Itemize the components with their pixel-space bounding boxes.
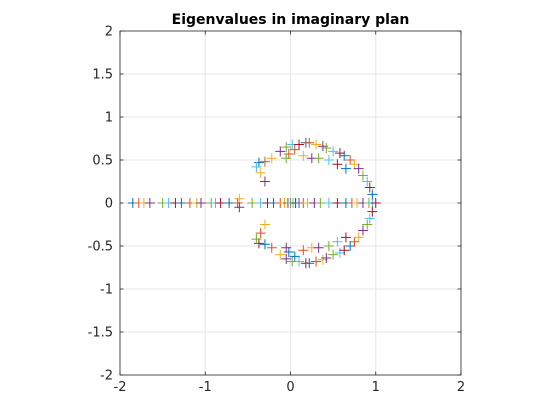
eigenvalue-point [259, 239, 270, 250]
chart-title: Eigenvalues in imaginary plan [172, 12, 410, 28]
y-tick-label: 0.5 [92, 154, 113, 169]
eigenvalue-point [313, 153, 324, 164]
eigenvalue-point [176, 198, 187, 208]
eigenvalue-point [259, 176, 270, 187]
eigenvalue-point [283, 247, 294, 258]
eigenvalue-point [281, 142, 292, 153]
x-tick-labels: -2 -1 0 1 2 [114, 380, 466, 395]
eigenvalue-point [304, 258, 315, 269]
y-tick-label: -2 [100, 369, 113, 384]
eigenvalue-point [255, 228, 266, 239]
eigenvalue-point [353, 163, 364, 174]
y-tick-label: -1 [100, 283, 113, 298]
eigenvalue-point [334, 148, 345, 159]
eigenvalue-point [311, 139, 322, 150]
eigenvalue-point [328, 146, 339, 157]
eigenvalue-point [294, 256, 305, 267]
eigenvalue-point [367, 206, 378, 217]
eigenvalue-point [289, 144, 300, 155]
eigenvalue-point [259, 156, 270, 167]
eigenvalue-point [332, 236, 343, 247]
eigenvalue-point [266, 242, 277, 253]
eigenvalue-point [281, 253, 292, 264]
eigenvalue-point [259, 219, 270, 230]
eigenvalue-point [144, 198, 155, 208]
eigenvalue-point [311, 256, 322, 267]
eigenvalue-point [364, 182, 375, 193]
eigenvalue-point [275, 146, 286, 157]
eigenvalue-point [353, 232, 364, 243]
eigenvalue-point [345, 155, 356, 165]
eigenvalue-point [251, 234, 262, 245]
y-tick-label: 1.5 [92, 68, 113, 83]
y-tick-label: -1.5 [88, 326, 113, 341]
x-tick-label: 0 [286, 380, 294, 395]
eigenvalue-point [247, 198, 258, 208]
tick-marks [119, 30, 462, 376]
eigenvalue-point [332, 198, 343, 208]
x-tick-label: -2 [114, 380, 127, 395]
y-tick-label: 1 [105, 111, 113, 126]
eigenvalue-point [362, 176, 373, 187]
eigenvalue-point [340, 163, 351, 174]
eigenvalue-point [289, 251, 300, 262]
eigenvalue-point [215, 198, 226, 208]
eigenvalue-point [234, 202, 245, 213]
eigenvalue-point [367, 189, 378, 200]
eigenvalue-point [339, 245, 350, 256]
x-tick-label: 1 [372, 380, 380, 395]
eigenvalue-point [357, 170, 368, 181]
eigenvalue-point [362, 219, 373, 230]
eigenvalue-point [253, 157, 264, 168]
eigenvalue-point [323, 198, 334, 208]
eigenvalue-point [283, 148, 294, 159]
eigenvalue-point [255, 167, 266, 178]
eigenvalue-point [251, 161, 262, 172]
eigenvalue-point [339, 150, 350, 161]
eigenvalue-point [234, 193, 245, 204]
eigenvalue-point [321, 142, 332, 153]
eigenvalue-point [281, 242, 292, 253]
eigenvalue-point [321, 253, 332, 264]
eigenvalue-point [349, 159, 360, 170]
eigenvalue-point [298, 150, 309, 161]
y-tick-label: 0 [105, 197, 113, 212]
eigenvalue-point [364, 213, 375, 224]
eigenvalue-point [315, 198, 326, 208]
eigenvalue-point [323, 241, 334, 251]
y-tick-labels: -2 -1.5 -1 -0.5 0 0.5 1 1.5 2 [88, 25, 113, 384]
eigenvalue-point [334, 247, 345, 258]
y-tick-label: 2 [105, 25, 113, 40]
eigenvalue-point [323, 155, 334, 165]
eigenvalue-point [275, 249, 286, 260]
data-points [127, 137, 381, 269]
x-tick-label: 2 [457, 380, 465, 395]
eigenvalue-point [328, 249, 339, 260]
eigenvalue-point [224, 198, 235, 208]
eigenvalue-point [340, 232, 351, 243]
eigenvalue-point [294, 139, 305, 150]
eigenvalue-point [357, 225, 368, 236]
eigenvalue-point [298, 245, 309, 256]
eigenvalue-point [253, 238, 264, 249]
eigenvalue-point [349, 236, 360, 247]
y-tick-label: -0.5 [88, 240, 113, 255]
eigenvalue-point [370, 198, 381, 208]
eigenvalue-point [266, 153, 277, 164]
eigenvalue-point [195, 198, 206, 208]
eigenvalue-point [345, 241, 356, 251]
eigenvalue-point [304, 137, 315, 148]
eigenvalue-point [332, 159, 343, 170]
eigenvalue-point [232, 198, 243, 208]
eigenvalue-point [313, 242, 324, 253]
x-tick-label: -1 [199, 380, 212, 395]
eigenvalue-point [281, 153, 292, 164]
